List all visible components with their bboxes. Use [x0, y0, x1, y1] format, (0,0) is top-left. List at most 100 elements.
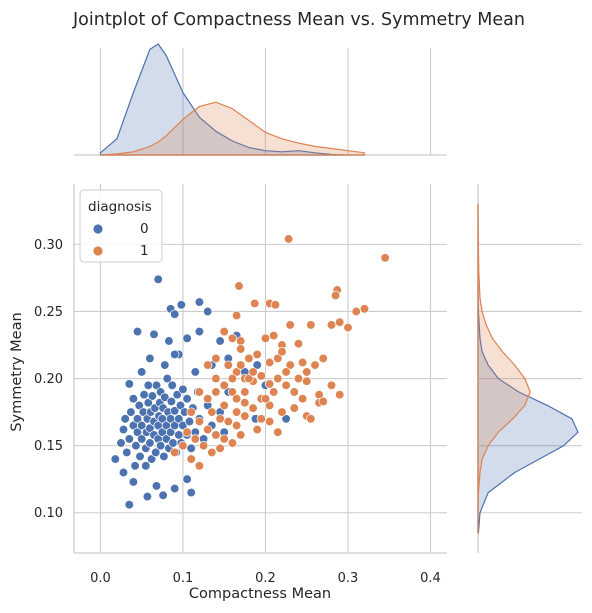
point-0: [139, 390, 149, 400]
y-axis-label: Symmetry Mean: [9, 312, 25, 431]
point-1: [186, 407, 196, 417]
point-1: [182, 427, 192, 437]
point-1: [335, 390, 345, 400]
point-1: [178, 441, 188, 451]
point-1: [264, 400, 275, 411]
marginal-y-kde: [477, 184, 582, 553]
point-0: [137, 434, 147, 444]
point-1: [289, 387, 299, 397]
point-1: [269, 330, 279, 341]
y-tick-label: 0.30: [34, 238, 63, 253]
point-1: [343, 322, 353, 333]
point-0: [190, 367, 200, 377]
point-1: [211, 373, 221, 384]
point-1: [277, 347, 287, 357]
point-0: [252, 360, 262, 370]
point-1: [236, 360, 246, 370]
legend-label-0: 0: [140, 221, 149, 237]
point-1: [264, 357, 275, 368]
y-tick-label: 0.20: [34, 372, 63, 387]
point-1: [270, 300, 281, 310]
point-1: [277, 407, 287, 417]
point-0: [182, 474, 192, 484]
x-tick-label: 0.4: [420, 571, 441, 586]
point-0: [151, 481, 162, 491]
x-axis-label: Compactness Mean: [189, 586, 331, 602]
legend-marker-0: [92, 223, 104, 235]
point-1: [289, 403, 299, 413]
point-1: [207, 447, 217, 458]
point-0: [145, 438, 155, 448]
point-1: [273, 427, 283, 437]
kde-x-0: [99, 43, 366, 156]
point-0: [131, 441, 141, 451]
point-0: [149, 329, 159, 339]
point-1: [215, 414, 225, 424]
point-0: [170, 483, 180, 494]
point-1: [227, 387, 238, 397]
point-1: [170, 447, 180, 458]
point-0: [120, 414, 130, 424]
point-0: [174, 430, 184, 440]
point-0: [161, 434, 172, 444]
point-1: [219, 434, 229, 444]
point-0: [203, 306, 213, 317]
y-tick-label: 0.15: [34, 439, 63, 454]
point-0: [110, 454, 120, 464]
legend-frame: [79, 189, 163, 263]
point-1: [219, 326, 229, 337]
point-0: [170, 309, 180, 319]
point-1: [190, 434, 200, 444]
point-0: [162, 373, 172, 384]
point-1: [359, 304, 370, 314]
point-1: [351, 306, 361, 317]
point-0: [178, 384, 188, 394]
point-1: [244, 353, 254, 364]
point-0: [170, 406, 180, 416]
point-1: [223, 360, 233, 370]
point-0: [186, 443, 196, 453]
point-1: [306, 414, 316, 424]
point-0: [134, 400, 144, 411]
point-1: [273, 353, 283, 364]
point-0: [132, 427, 143, 437]
point-0: [132, 414, 143, 424]
point-1: [211, 387, 221, 397]
point-0: [151, 380, 162, 390]
legend-title: diagnosis: [88, 199, 152, 215]
point-1: [256, 371, 266, 381]
point-0: [126, 407, 136, 417]
point-1: [194, 461, 205, 471]
axes: 0.0 0.1 0.2 0.3 0.4 0.10 0.15 0.20 0.25 0.30: [34, 184, 447, 586]
point-1: [248, 367, 258, 377]
point-0: [130, 461, 140, 471]
point-0: [118, 424, 129, 435]
point-1: [231, 394, 242, 404]
point-1: [227, 438, 238, 448]
point-0: [122, 447, 132, 458]
point-0: [159, 451, 169, 462]
point-1: [335, 317, 345, 327]
point-0: [143, 380, 153, 390]
point-1: [231, 310, 242, 321]
point-0: [172, 390, 182, 400]
point-0: [174, 414, 184, 424]
point-1: [318, 396, 328, 407]
point-0: [166, 396, 177, 407]
point-0: [124, 500, 134, 510]
point-0: [151, 447, 161, 458]
point-1: [326, 380, 337, 390]
point-1: [240, 398, 250, 408]
point-1: [326, 320, 337, 330]
point-0: [194, 297, 205, 307]
point-1: [236, 336, 246, 346]
x-tick-label: 0.3: [338, 571, 359, 586]
y-tick-label: 0.25: [34, 305, 63, 320]
point-1: [293, 373, 304, 384]
point-1: [281, 380, 291, 390]
point-1: [223, 416, 233, 427]
point-1: [293, 339, 304, 349]
point-0: [141, 461, 151, 471]
point-1: [264, 416, 275, 427]
point-0: [118, 467, 129, 478]
